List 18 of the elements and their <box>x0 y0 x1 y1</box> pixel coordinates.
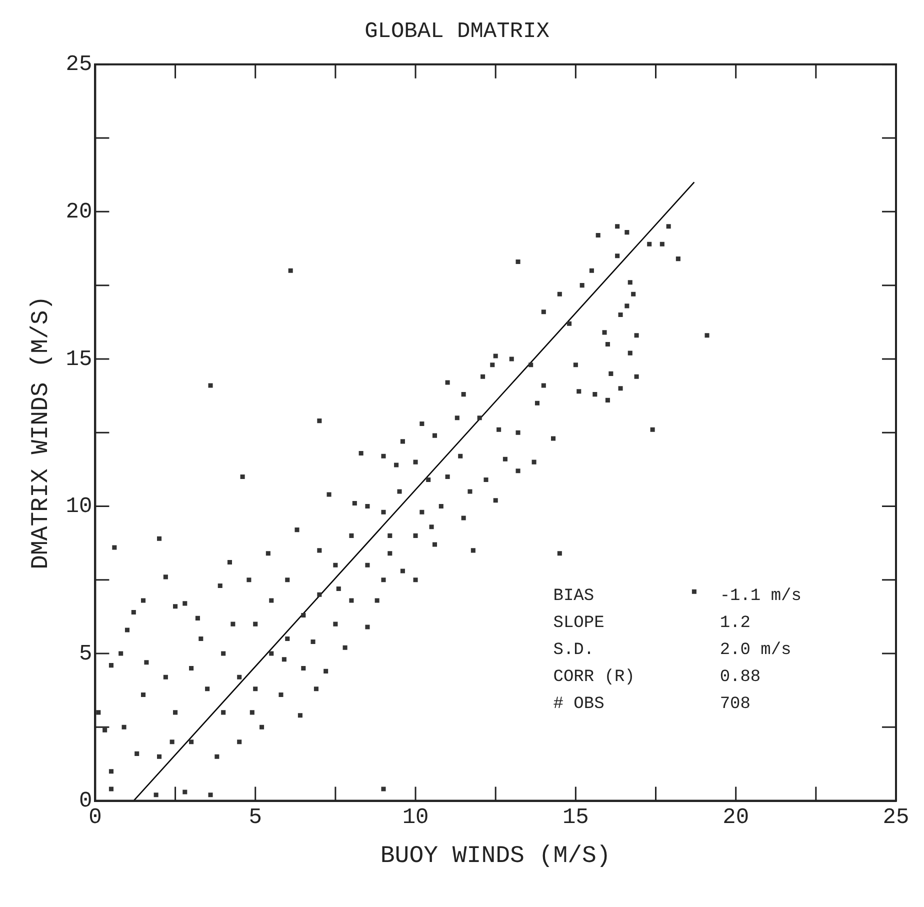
y-tick-label: 5 <box>79 641 92 666</box>
text: S.D. 2.0 m/s <box>553 641 792 660</box>
text: CORR (R) 0.88 <box>553 668 761 688</box>
x-tick-label: 10 <box>402 804 429 830</box>
x-tick-label: 25 <box>882 804 910 830</box>
y-tick-label: 20 <box>66 200 92 225</box>
text: # OBS 708 <box>553 695 750 714</box>
y-axis-title: DMATRIX WINDS (M/S) <box>28 296 55 570</box>
text: SLOPE 1.2 <box>553 614 750 634</box>
y-tick-label: 15 <box>66 346 92 372</box>
x-tick-label: 20 <box>722 804 750 830</box>
x-tick-label: 5 <box>248 804 262 830</box>
x-tick-label: 15 <box>562 804 589 830</box>
chart-title: GLOBAL DMATRIX <box>364 19 550 44</box>
y-tick-label: 10 <box>66 494 92 520</box>
y-tick-label: 25 <box>66 52 92 78</box>
x-axis-title: BUOY WINDS (M/S) <box>380 842 611 870</box>
text: BIAS -1.1 m/s <box>553 587 802 606</box>
